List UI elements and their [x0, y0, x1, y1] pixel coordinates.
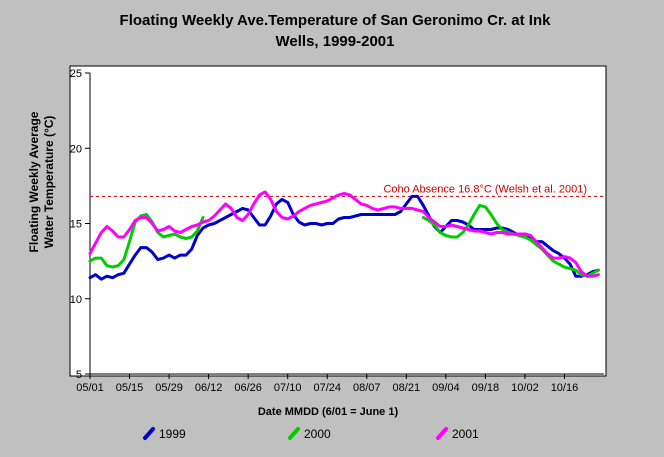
y-axis-ticks: 5 10 15 20 25 [70, 68, 90, 381]
y-axis-label-line2: Water Temperature (°C) [42, 116, 56, 249]
x-tick-label: 06/12 [195, 382, 223, 394]
x-tick-label: 09/04 [432, 382, 460, 394]
x-tick-label: 10/02 [511, 382, 539, 394]
x-tick-label: 10/16 [551, 382, 579, 394]
x-tick-label: 08/21 [393, 382, 421, 394]
legend-swatch-2001 [436, 427, 448, 440]
x-tick-label: 05/29 [155, 382, 183, 394]
legend-label-1999: 1999 [159, 427, 186, 441]
y-tick-label: 5 [76, 369, 82, 381]
y-tick-label: 25 [70, 68, 82, 80]
x-tick-label: 07/24 [313, 382, 341, 394]
y-tick-label: 10 [70, 294, 82, 306]
threshold-annotation: Coho Absence 16.8°C (Welsh et al. 2001) [383, 183, 587, 195]
x-tick-label: 05/15 [116, 382, 144, 394]
legend: 1999 2000 2001 [143, 427, 479, 441]
series-line-2001 [88, 190, 600, 278]
chart-title-line1: Floating Weekly Ave.Temperature of San G… [120, 12, 552, 29]
x-tick-label: 08/07 [353, 382, 381, 394]
x-tick-label: 05/01 [76, 382, 104, 394]
x-axis-label: Date MMDD (6/01 = June 1) [258, 406, 399, 418]
series-layer [88, 190, 600, 281]
x-axis-ticks: 05/01 05/15 05/29 06/12 06/26 07/10 07/24 08/07… [76, 374, 578, 394]
threshold-layer: Coho Absence 16.8°C (Welsh et al. 2001) [90, 183, 604, 197]
x-tick-label: 07/10 [274, 382, 302, 394]
chart-title-line2: Wells, 1999-2001 [276, 33, 395, 50]
y-tick-label: 20 [70, 143, 82, 155]
legend-label-2001: 2001 [452, 427, 479, 441]
legend-label-2000: 2000 [304, 427, 331, 441]
legend-swatch-1999 [143, 427, 155, 440]
x-tick-label: 09/18 [472, 382, 500, 394]
y-tick-label: 15 [70, 219, 82, 231]
legend-swatch-2000 [288, 427, 300, 440]
y-axis-label-line1: Floating Weekly Average [27, 111, 41, 252]
x-tick-label: 06/26 [234, 382, 262, 394]
